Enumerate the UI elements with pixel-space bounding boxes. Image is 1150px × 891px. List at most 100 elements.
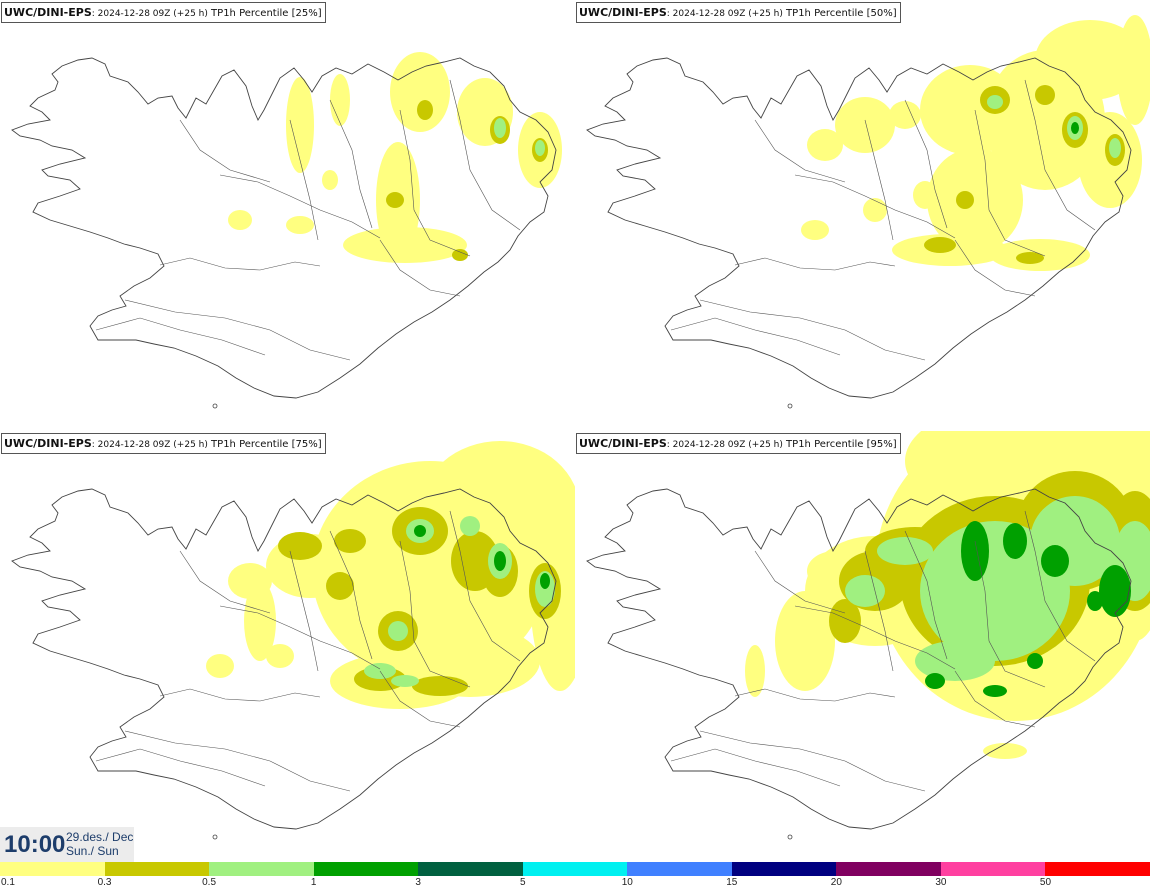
precip-cell [1099, 565, 1131, 617]
region-border [219, 605, 381, 670]
precip-cell [494, 551, 506, 571]
valid-time-box: 10:00 29.des./ Dec Sun./ Sun [0, 827, 134, 862]
precip-cell [390, 52, 450, 132]
region-border [974, 109, 1046, 257]
panel-title: UWC/DINI-EPS: 2024-12-28 09Z (+25 h) TP1… [1, 2, 326, 23]
colorbar-tick: 15 [726, 877, 738, 888]
region-border [159, 257, 321, 271]
precip-cell [206, 654, 234, 678]
region-border [670, 748, 841, 787]
precip-cell [775, 591, 835, 691]
precip-cell [417, 100, 433, 120]
iceland-coastline [586, 488, 1132, 830]
panel-title: UWC/DINI-EPS: 2024-12-28 09Z (+25 h) TP1… [576, 2, 901, 23]
region-border [289, 550, 319, 672]
precip-cell [540, 573, 550, 589]
precip-field [745, 431, 1150, 759]
precip-field [801, 15, 1150, 271]
region-border [699, 730, 926, 792]
region-border [904, 99, 948, 229]
map-panel-p95: UWC/DINI-EPS: 2024-12-28 09Z (+25 h) TP1… [575, 431, 1150, 862]
region-border [379, 670, 461, 728]
region-border [95, 748, 266, 787]
region-border [1024, 510, 1096, 662]
precip-cell [1027, 653, 1043, 669]
colorbar-tick: 30 [935, 877, 947, 888]
colorbar-segment [836, 862, 942, 876]
region-border [794, 605, 956, 670]
precip-cell [228, 563, 272, 599]
precip-cell [1016, 252, 1044, 264]
precip-cell [286, 77, 314, 173]
colorbar-tick: 10 [621, 877, 633, 888]
precip-cell [278, 532, 322, 560]
model-source: UWC/DINI-EPS [579, 6, 667, 19]
colorbar-tick: 20 [830, 877, 842, 888]
map-panel-p75: UWC/DINI-EPS: 2024-12-28 09Z (+25 h) TP1… [0, 431, 575, 862]
precip-cell [801, 220, 829, 240]
region-border [289, 119, 319, 241]
model-source: UWC/DINI-EPS [4, 437, 92, 450]
colorbar-segment [627, 862, 733, 876]
precip-cell [535, 140, 545, 156]
region-border [754, 119, 846, 183]
precip-cell [925, 673, 945, 689]
precip-cell [494, 118, 506, 138]
region-border [124, 730, 351, 792]
region-border [95, 317, 266, 356]
region-border [734, 257, 896, 271]
precip-map [11, 52, 562, 409]
region-border [179, 550, 271, 614]
precip-cell [452, 249, 468, 261]
precip-cell [414, 525, 426, 537]
precip-field [228, 52, 562, 263]
region-border [449, 79, 521, 231]
colorbar-tick-labels: 0.1 0.3 0.5 1 3 5 10 15 20 30 50 [0, 876, 1150, 891]
region-border [734, 688, 896, 702]
precip-cell [745, 645, 765, 697]
island-outline [212, 834, 218, 840]
precip-cell [412, 676, 468, 696]
field-name: TP1h Percentile [50%] [782, 8, 897, 19]
region-border [124, 299, 351, 361]
region-border [670, 317, 841, 356]
field-name: TP1h Percentile [95%] [782, 439, 897, 450]
region-border [864, 119, 894, 241]
precip-colorbar [0, 862, 1150, 876]
precip-cell [266, 644, 294, 668]
precip-cell [835, 97, 895, 153]
precip-cell [807, 129, 843, 161]
precip-cell [1035, 85, 1055, 105]
precip-field [206, 441, 575, 709]
precip-cell [915, 641, 995, 681]
region-border [179, 119, 271, 183]
run-info: : 2024-12-28 09Z (+25 h) [91, 9, 208, 19]
precip-cell [987, 95, 1003, 109]
precip-cell [863, 198, 887, 222]
precip-cell [330, 74, 350, 126]
colorbar-tick: 0.5 [202, 877, 217, 888]
colorbar-segment [1045, 862, 1150, 876]
region-border [954, 670, 1036, 728]
precip-cell [1095, 431, 1150, 491]
colorbar-tick: 1 [310, 877, 317, 888]
region-border [754, 550, 846, 614]
region-border [449, 510, 521, 662]
colorbar-segment [104, 862, 210, 876]
island-outline [787, 403, 793, 409]
precip-cell [845, 575, 885, 607]
region-border [379, 239, 461, 297]
precip-cell [877, 537, 933, 565]
precip-cell [1003, 523, 1027, 559]
iceland-coastline [586, 57, 1132, 399]
precip-cell [343, 227, 467, 263]
region-border [399, 109, 471, 257]
precip-cell [228, 210, 252, 230]
region-border [1024, 79, 1096, 231]
colorbar-segment [0, 862, 106, 876]
valid-date: 29.des./ Dec Sun./ Sun [66, 830, 133, 858]
precip-map [11, 441, 575, 840]
region-border [159, 688, 321, 702]
valid-date-line1: 29.des./ Dec [66, 830, 134, 844]
precip-cell [1109, 138, 1121, 158]
